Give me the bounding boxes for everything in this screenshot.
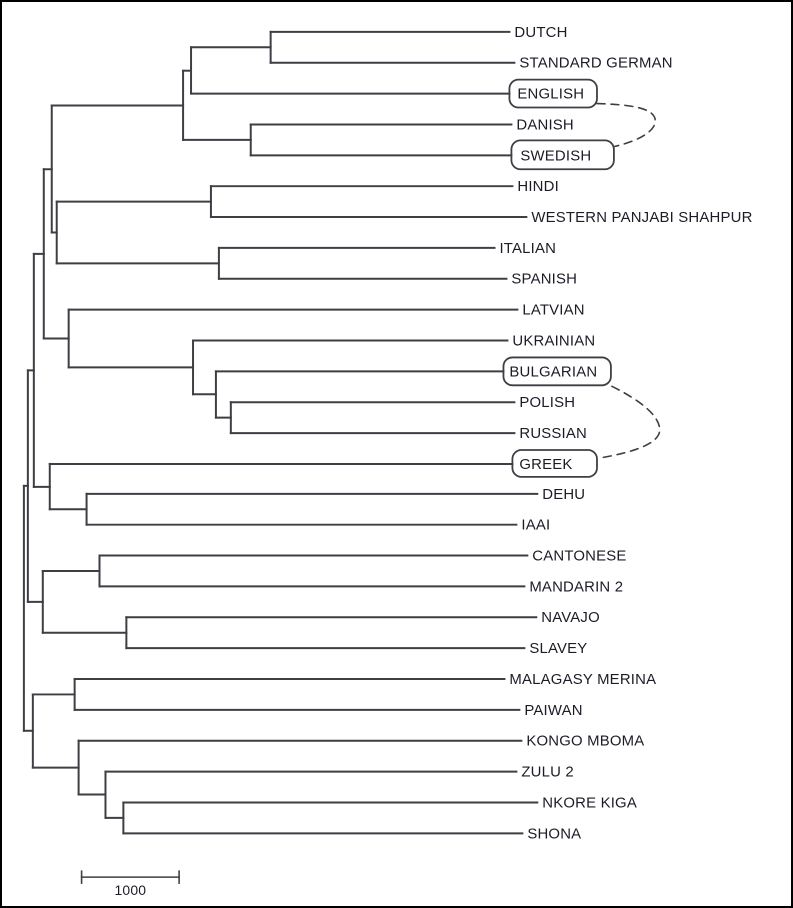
leaf-label-paiwan: PAIWAN <box>524 702 582 719</box>
highlight-box-swedish <box>510 139 615 171</box>
leaf-label-spanish: SPANISH <box>511 271 577 288</box>
leaf-label-mandarin-2: MANDARIN 2 <box>529 578 623 595</box>
leaf-label-italian: ITALIAN <box>499 240 556 257</box>
leaf-label-slavey: SLAVEY <box>529 640 587 657</box>
highlight-box-greek <box>511 449 598 478</box>
leaf-label-russian: RUSSIAN <box>519 425 587 442</box>
leaf-label-hindi: HINDI <box>517 178 559 195</box>
leaf-label-bulgarian: BULGARIAN <box>509 363 597 380</box>
bulgarian-greek-link <box>599 385 661 459</box>
leaf-label-dehu: DEHU <box>542 486 585 503</box>
leaf-label-latvian: LATVIAN <box>522 302 584 319</box>
leaf-label-navajo: NAVAJO <box>541 609 600 626</box>
scale-bar-label: 1000 <box>114 882 146 898</box>
leaf-label-standard-german: STANDARD GERMAN <box>519 55 672 72</box>
leaf-label-zulu-2: ZULU 2 <box>521 764 574 781</box>
leaf-label-polish: POLISH <box>519 394 575 411</box>
leaf-label-shona: SHONA <box>527 825 581 842</box>
leaf-label-kongo-mboma: KONGO MBOMA <box>526 733 644 750</box>
leaf-label-iaai: IAAI <box>521 517 550 534</box>
english-swedish-link <box>596 102 656 148</box>
leaf-label-malagasy-merina: MALAGASY MERINA <box>509 671 656 688</box>
leaf-label-cantonese: CANTONESE <box>532 548 626 565</box>
leaf-label-dutch: DUTCH <box>514 24 567 41</box>
leaf-label-ukrainian: UKRAINIAN <box>512 332 595 349</box>
highlight-box-english <box>508 78 598 109</box>
leaf-label-greek: GREEK <box>519 456 572 473</box>
leaf-label-danish: DANISH <box>516 116 573 133</box>
leaf-label-swedish: SWEDISH <box>520 147 591 164</box>
leaf-label-western-panjabi-shahpur: WESTERN PANJABI SHAHPUR <box>531 209 752 226</box>
leaf-label-nkore-kiga: NKORE KIGA <box>542 794 637 811</box>
highlight-box-bulgarian <box>502 356 612 387</box>
leaf-label-english: ENGLISH <box>517 86 584 103</box>
